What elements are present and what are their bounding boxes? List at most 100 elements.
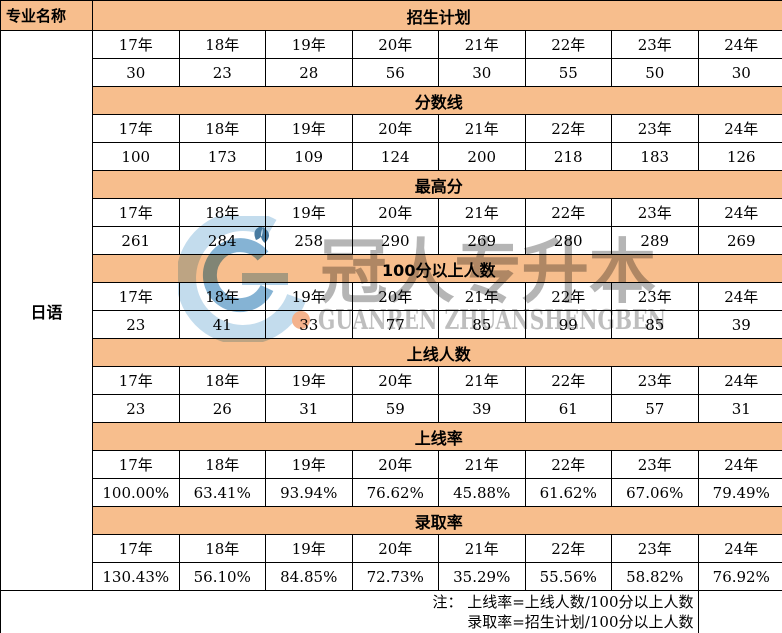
year-cell: 19年 [265, 114, 353, 143]
year-cell: 22年 [524, 30, 612, 59]
value-cell: 39 [438, 394, 526, 423]
year-cell: 24年 [697, 30, 782, 59]
value-cell: 289 [611, 226, 699, 255]
table-row: 23 41 33 77 85 99 85 39 [1, 310, 782, 339]
year-cell: 24年 [697, 534, 782, 563]
year-cell: 22年 [524, 282, 612, 311]
year-cell: 21年 [438, 282, 526, 311]
major-name-cell: 日语 [0, 30, 93, 591]
section-title: 招生计划 [91, 0, 782, 31]
value-cell: 72.73% [351, 562, 439, 591]
value-cell: 31 [697, 394, 782, 423]
value-cell: 35.29% [438, 562, 526, 591]
year-cell: 18年 [178, 198, 266, 227]
year-cell: 21年 [438, 366, 526, 395]
value-cell: 28 [265, 58, 353, 87]
table-row: 17年 18年 19年 20年 21年 22年 23年 24年 [1, 114, 782, 143]
value-cell: 41 [178, 310, 266, 339]
section-title: 录取率 [91, 506, 782, 535]
year-cell: 17年 [92, 30, 180, 59]
year-cell: 19年 [265, 534, 353, 563]
section-title: 最高分 [91, 170, 782, 199]
year-cell: 17年 [92, 450, 180, 479]
value-cell: 85 [611, 310, 699, 339]
year-cell: 23年 [611, 366, 699, 395]
value-cell: 258 [265, 226, 353, 255]
year-cell: 20年 [351, 450, 439, 479]
header-row: 专业名称 招生计划 [0, 0, 782, 31]
value-cell: 58.82% [611, 562, 699, 591]
table-row: 最高分 [1, 170, 782, 199]
year-cell: 21年 [438, 534, 526, 563]
value-cell: 261 [92, 226, 180, 255]
year-cell: 24年 [697, 114, 782, 143]
table-row: 17年 18年 19年 20年 21年 22年 23年 24年 [1, 282, 782, 311]
year-cell: 19年 [265, 282, 353, 311]
year-cell: 23年 [611, 534, 699, 563]
year-cell: 24年 [697, 198, 782, 227]
year-cell: 20年 [351, 366, 439, 395]
year-cell: 24年 [697, 282, 782, 311]
value-cell: 280 [524, 226, 612, 255]
value-cell: 76.92% [697, 562, 782, 591]
table-row: 17年 18年 19年 20年 21年 22年 23年 24年 [1, 366, 782, 395]
year-cell: 23年 [611, 114, 699, 143]
year-cell: 18年 [178, 534, 266, 563]
note-row: 注： 上线率=上线人数/100分以上人数 录取率=招生计划/100分以上人数 [0, 590, 782, 633]
year-cell: 20年 [351, 114, 439, 143]
value-cell: 109 [265, 142, 353, 171]
year-cell: 22年 [524, 450, 612, 479]
year-cell: 18年 [178, 282, 266, 311]
value-cell: 56.10% [178, 562, 266, 591]
value-cell: 26 [178, 394, 266, 423]
year-cell: 17年 [92, 282, 180, 311]
value-cell: 50 [611, 58, 699, 87]
major-name-header: 专业名称 [0, 0, 93, 31]
value-cell: 93.94% [265, 478, 353, 507]
year-cell: 20年 [351, 282, 439, 311]
year-cell: 18年 [178, 450, 266, 479]
note-line-1: 注： 上线率=上线人数/100分以上人数 [432, 593, 694, 611]
value-cell: 173 [178, 142, 266, 171]
table-row: 100分以上人数 [1, 254, 782, 283]
table-row: 100 173 109 124 200 218 183 126 [1, 142, 782, 171]
value-cell: 63.41% [178, 478, 266, 507]
value-cell: 61 [524, 394, 612, 423]
section-title: 上线人数 [91, 338, 782, 367]
year-cell: 20年 [351, 198, 439, 227]
table-row: 分数线 [1, 86, 782, 115]
value-cell: 284 [178, 226, 266, 255]
year-cell: 22年 [524, 114, 612, 143]
year-cell: 18年 [178, 114, 266, 143]
year-cell: 17年 [92, 366, 180, 395]
year-cell: 20年 [351, 534, 439, 563]
year-cell: 22年 [524, 366, 612, 395]
value-cell: 269 [438, 226, 526, 255]
section-title: 100分以上人数 [91, 254, 782, 283]
year-cell: 19年 [265, 366, 353, 395]
value-cell: 100.00% [92, 478, 180, 507]
value-cell: 76.62% [351, 478, 439, 507]
value-cell: 23 [178, 58, 266, 87]
value-cell: 45.88% [438, 478, 526, 507]
year-cell: 23年 [611, 30, 699, 59]
value-cell: 39 [697, 310, 782, 339]
year-cell: 24年 [697, 366, 782, 395]
year-cell: 21年 [438, 30, 526, 59]
table-row: 17年 18年 19年 20年 21年 22年 23年 24年 [1, 534, 782, 563]
value-cell: 61.62% [524, 478, 612, 507]
table-row: 录取率 [1, 506, 782, 535]
value-cell: 269 [697, 226, 782, 255]
year-cell: 21年 [438, 450, 526, 479]
value-cell: 57 [611, 394, 699, 423]
value-cell: 56 [351, 58, 439, 87]
value-cell: 130.43% [92, 562, 180, 591]
value-cell: 59 [351, 394, 439, 423]
value-cell: 99 [524, 310, 612, 339]
value-cell: 218 [524, 142, 612, 171]
year-cell: 22年 [524, 198, 612, 227]
year-cell: 23年 [611, 450, 699, 479]
table-row: 30 23 28 56 30 55 50 30 [1, 58, 782, 87]
